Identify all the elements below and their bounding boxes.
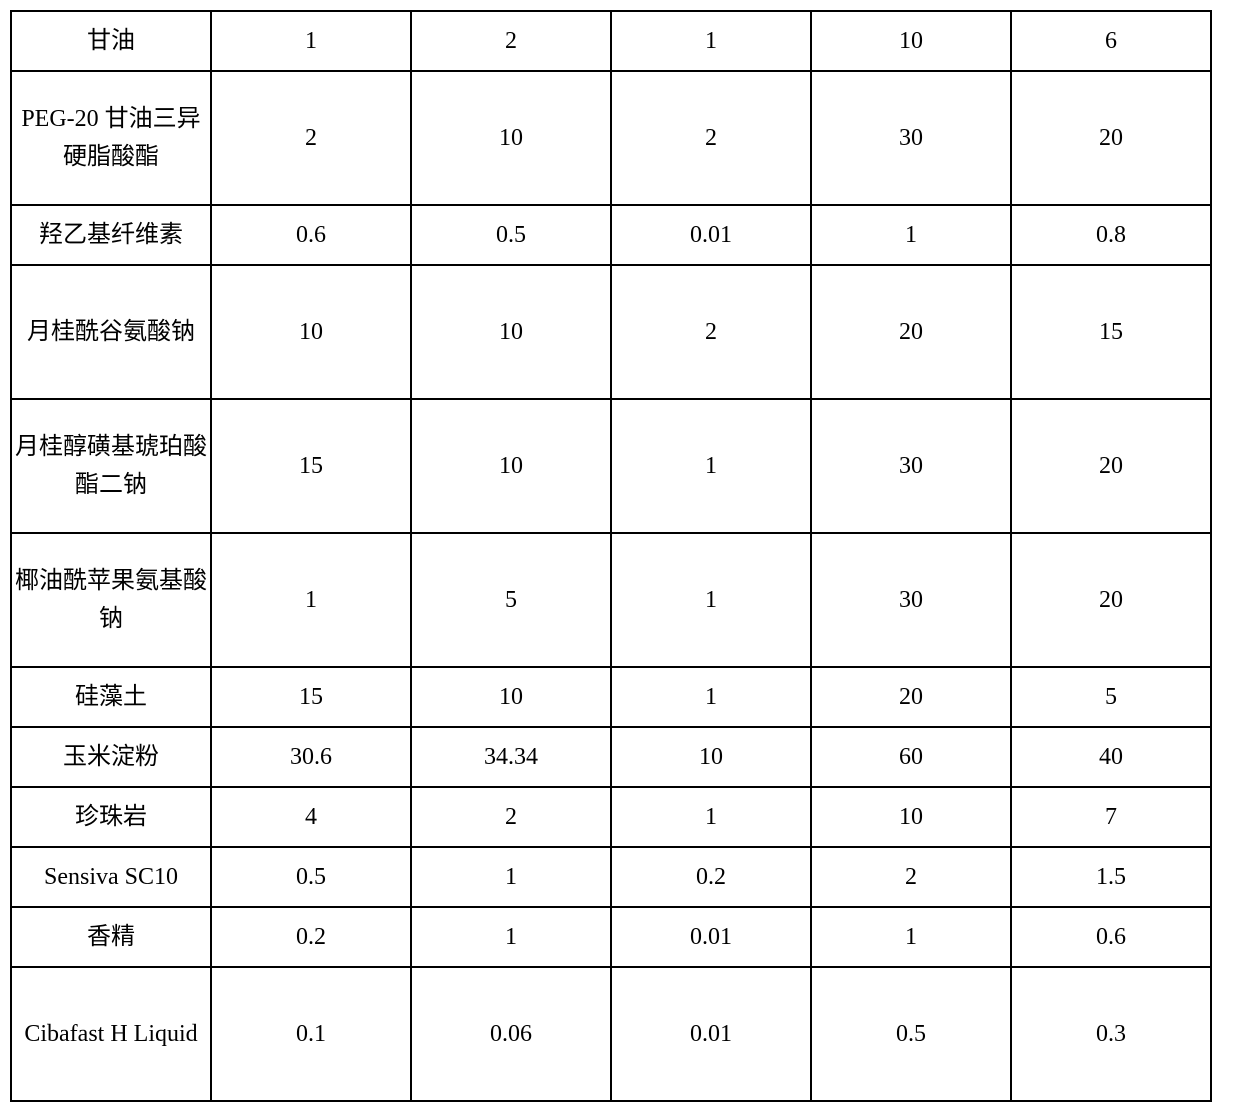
- ingredient-label: 月桂酰谷氨酸钠: [11, 265, 211, 399]
- ingredient-value: 2: [211, 71, 411, 205]
- ingredient-value: 1: [611, 399, 811, 533]
- ingredient-value: 2: [411, 11, 611, 71]
- ingredient-value: 20: [1011, 533, 1211, 667]
- ingredient-value: 30: [811, 533, 1011, 667]
- ingredient-label: Cibafast H Liquid: [11, 967, 211, 1101]
- table-row: 香精0.210.0110.6: [11, 907, 1211, 967]
- ingredient-value: 10: [211, 265, 411, 399]
- table-row: 硅藻土15101205: [11, 667, 1211, 727]
- ingredient-value: 10: [411, 71, 611, 205]
- ingredient-label: 香精: [11, 907, 211, 967]
- ingredient-value: 60: [811, 727, 1011, 787]
- ingredient-value: 6: [1011, 11, 1211, 71]
- table-row: 玉米淀粉30.634.34106040: [11, 727, 1211, 787]
- table-row: 椰油酰苹果氨基酸钠1513020: [11, 533, 1211, 667]
- ingredient-value: 20: [1011, 71, 1211, 205]
- table-row: 月桂酰谷氨酸钠101022015: [11, 265, 1211, 399]
- ingredient-label: 甘油: [11, 11, 211, 71]
- ingredient-value: 15: [211, 399, 411, 533]
- ingredient-value: 15: [211, 667, 411, 727]
- ingredient-value: 2: [611, 71, 811, 205]
- ingredient-value: 20: [811, 667, 1011, 727]
- ingredient-label: 月桂醇磺基琥珀酸酯二钠: [11, 399, 211, 533]
- ingredient-label: Sensiva SC10: [11, 847, 211, 907]
- ingredient-value: 10: [811, 11, 1011, 71]
- ingredient-label: 珍珠岩: [11, 787, 211, 847]
- ingredient-value: 10: [411, 667, 611, 727]
- ingredient-value: 10: [611, 727, 811, 787]
- ingredient-value: 2: [811, 847, 1011, 907]
- ingredient-value: 10: [411, 265, 611, 399]
- ingredient-value: 10: [811, 787, 1011, 847]
- ingredient-value: 0.1: [211, 967, 411, 1101]
- ingredient-value: 0.01: [611, 205, 811, 265]
- table-row: 月桂醇磺基琥珀酸酯二钠151013020: [11, 399, 1211, 533]
- ingredients-table: 甘油121106PEG-20 甘油三异硬脂酸酯21023020羟乙基纤维素0.6…: [10, 10, 1212, 1102]
- ingredient-value: 1: [811, 907, 1011, 967]
- table-row: Cibafast H Liquid0.10.060.010.50.3: [11, 967, 1211, 1101]
- ingredient-value: 40: [1011, 727, 1211, 787]
- ingredient-value: 1: [411, 847, 611, 907]
- ingredient-value: 20: [811, 265, 1011, 399]
- ingredient-value: 1: [211, 11, 411, 71]
- ingredient-value: 30.6: [211, 727, 411, 787]
- ingredient-value: 0.6: [211, 205, 411, 265]
- ingredient-value: 0.6: [1011, 907, 1211, 967]
- table-row: Sensiva SC100.510.221.5: [11, 847, 1211, 907]
- ingredient-value: 1.5: [1011, 847, 1211, 907]
- ingredient-value: 0.01: [611, 907, 811, 967]
- ingredient-label: PEG-20 甘油三异硬脂酸酯: [11, 71, 211, 205]
- ingredient-label: 硅藻土: [11, 667, 211, 727]
- ingredient-value: 1: [611, 533, 811, 667]
- ingredient-value: 0.2: [611, 847, 811, 907]
- ingredient-value: 1: [611, 667, 811, 727]
- ingredient-value: 0.5: [211, 847, 411, 907]
- table-row: 甘油121106: [11, 11, 1211, 71]
- ingredient-value: 5: [1011, 667, 1211, 727]
- ingredient-value: 0.5: [811, 967, 1011, 1101]
- ingredient-value: 30: [811, 399, 1011, 533]
- ingredient-value: 1: [611, 787, 811, 847]
- ingredient-value: 0.5: [411, 205, 611, 265]
- ingredient-value: 30: [811, 71, 1011, 205]
- ingredient-value: 5: [411, 533, 611, 667]
- ingredient-value: 0.8: [1011, 205, 1211, 265]
- ingredient-label: 椰油酰苹果氨基酸钠: [11, 533, 211, 667]
- table-row: 珍珠岩421107: [11, 787, 1211, 847]
- ingredient-value: 0.06: [411, 967, 611, 1101]
- ingredient-value: 34.34: [411, 727, 611, 787]
- ingredient-value: 10: [411, 399, 611, 533]
- ingredient-value: 7: [1011, 787, 1211, 847]
- ingredient-value: 15: [1011, 265, 1211, 399]
- ingredient-value: 0.3: [1011, 967, 1211, 1101]
- ingredient-label: 羟乙基纤维素: [11, 205, 211, 265]
- ingredient-value: 1: [411, 907, 611, 967]
- ingredient-value: 0.01: [611, 967, 811, 1101]
- ingredient-value: 0.2: [211, 907, 411, 967]
- ingredient-value: 1: [611, 11, 811, 71]
- ingredient-value: 1: [211, 533, 411, 667]
- table-row: 羟乙基纤维素0.60.50.0110.8: [11, 205, 1211, 265]
- ingredient-value: 1: [811, 205, 1011, 265]
- ingredient-value: 20: [1011, 399, 1211, 533]
- ingredient-value: 2: [611, 265, 811, 399]
- ingredient-label: 玉米淀粉: [11, 727, 211, 787]
- table-row: PEG-20 甘油三异硬脂酸酯21023020: [11, 71, 1211, 205]
- ingredient-value: 4: [211, 787, 411, 847]
- ingredient-value: 2: [411, 787, 611, 847]
